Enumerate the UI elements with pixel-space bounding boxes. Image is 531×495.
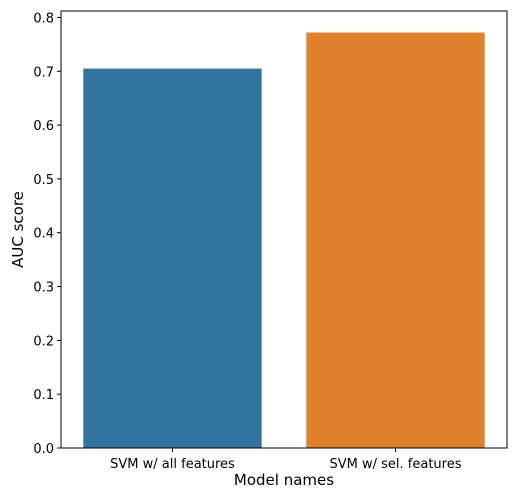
bars-group	[83, 32, 485, 449]
y-tick-label: 0.0	[33, 442, 54, 457]
y-tick-label: 0.4	[33, 227, 54, 242]
bar-2	[306, 32, 485, 448]
bar-1	[83, 68, 262, 449]
plot-frame	[60, 10, 508, 449]
x-axis-ticks: SVM w/ all features SVM w/ sel. features	[110, 448, 462, 472]
y-tick-label: 0.6	[33, 119, 54, 134]
y-axis-ticks: 0.0 0.1 0.2 0.3 0.4 0.5 0.6 0.7 0.8	[33, 11, 61, 457]
y-tick-label: 0.3	[33, 281, 54, 296]
x-tick-label: SVM w/ all features	[110, 457, 235, 472]
y-tick-label: 0.8	[33, 11, 54, 26]
x-tick-label: SVM w/ sel. features	[330, 457, 462, 472]
y-tick-label: 0.2	[33, 334, 54, 349]
y-tick-label: 0.5	[33, 173, 54, 188]
y-tick-label: 0.7	[33, 65, 54, 80]
x-axis-label: Model names	[234, 471, 334, 489]
y-axis-label: AUC score	[9, 191, 27, 268]
y-tick-label: 0.1	[33, 388, 54, 403]
